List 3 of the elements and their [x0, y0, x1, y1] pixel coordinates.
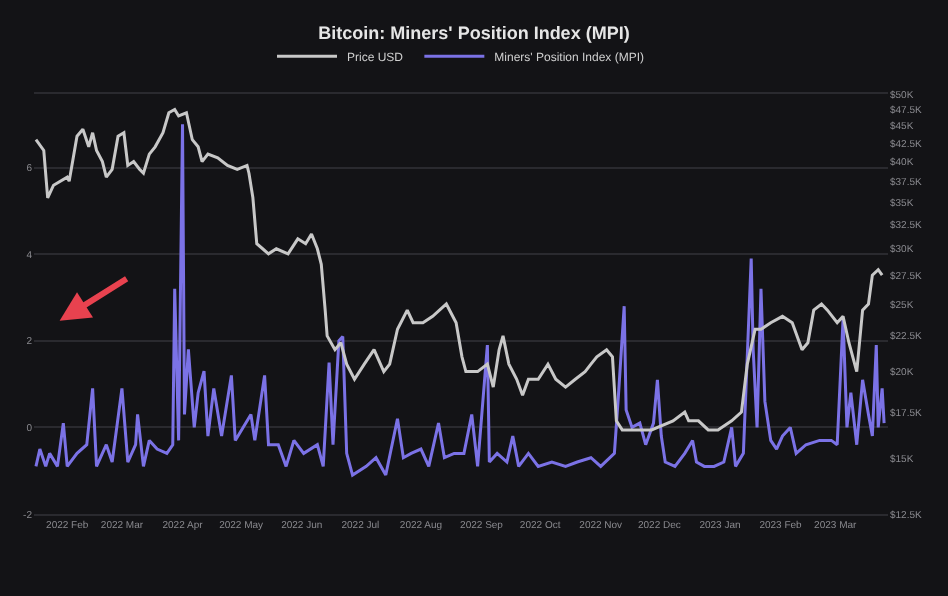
line-series [34, 108, 884, 432]
chart-title: Bitcoin: Miners' Position Index (MPI) [318, 23, 630, 44]
line-series [34, 122, 886, 477]
